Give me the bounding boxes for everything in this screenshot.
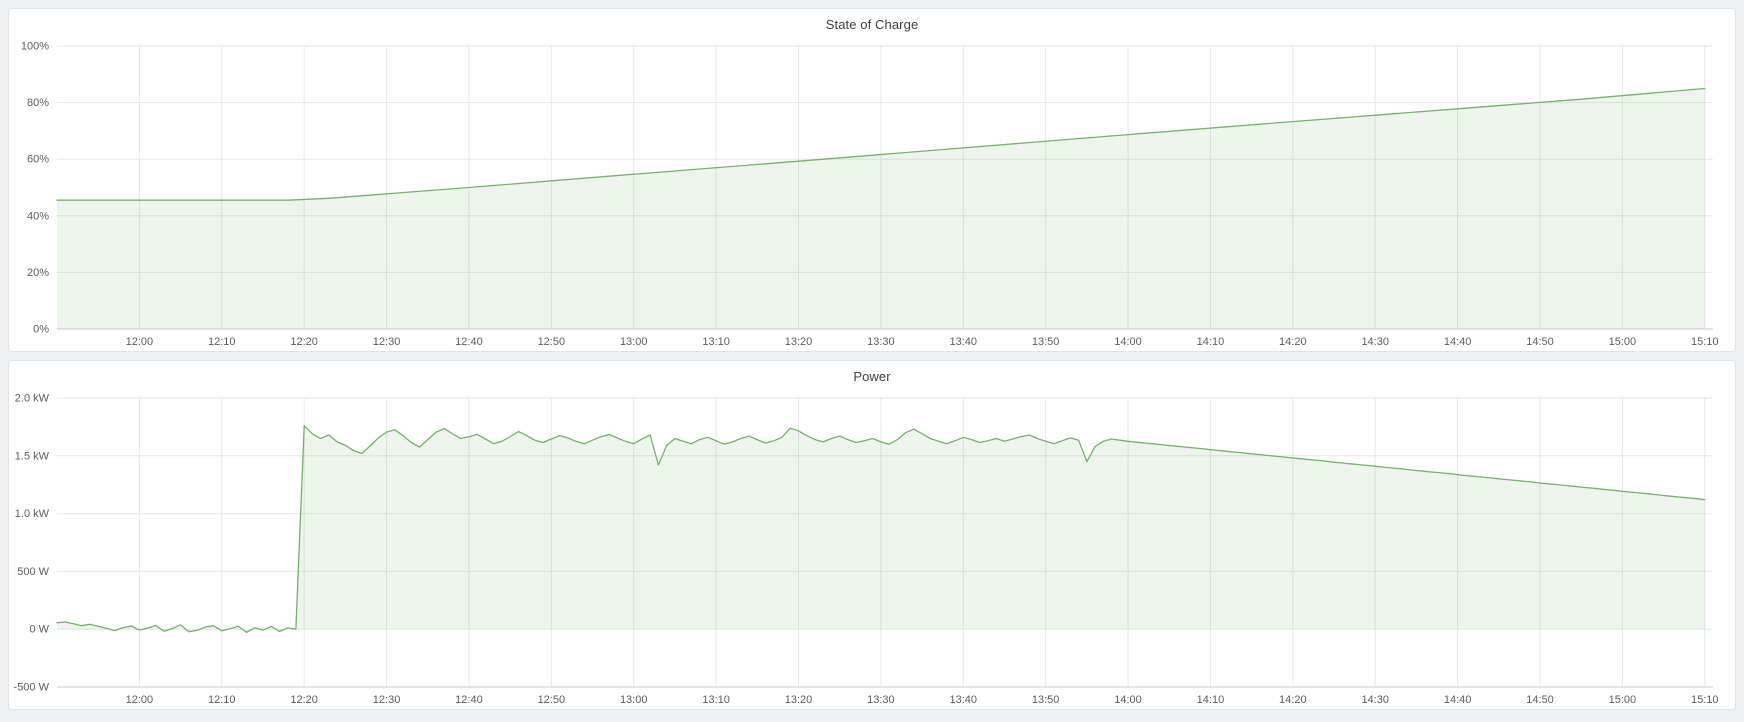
x-axis-tick-label: 14:20 (1279, 694, 1307, 706)
x-axis-tick-label: 14:30 (1361, 336, 1389, 348)
x-axis-tick-label: 15:00 (1609, 694, 1637, 706)
x-axis-tick-label: 14:40 (1444, 694, 1472, 706)
y-axis-tick-label: 500 W (17, 566, 49, 578)
series-line (56, 87, 1706, 201)
y-axis-tick-label: 80% (27, 97, 49, 109)
x-axis-tick-label: 14:00 (1114, 336, 1142, 348)
x-axis-tick-label: 15:10 (1691, 336, 1719, 348)
x-axis-tick-label: 12:10 (208, 336, 236, 348)
x-axis-tick-label: 14:00 (1114, 694, 1142, 706)
x-axis-tick-label: 13:20 (785, 694, 813, 706)
y-axis-tick-label: -500 W (14, 682, 50, 694)
x-axis-tick-label: 12:30 (373, 694, 401, 706)
panel-power: Power -500 W 0 W 500 W 1.0 kW 1.5 kW 2.0 kW 12… (8, 360, 1736, 710)
x-axis-tick-label: 14:50 (1526, 694, 1554, 706)
x-axis-tick-label: 14:20 (1279, 336, 1307, 348)
x-axis-tick-label: 13:20 (785, 336, 813, 348)
panel-title-power[interactable]: Power (853, 368, 891, 384)
power-chart[interactable]: -500 W 0 W 500 W 1.0 kW 1.5 kW 2.0 kW 12:00 12:… (9, 391, 1735, 709)
y-axis-tick-label: 40% (27, 210, 49, 222)
y-axis-tick-label: 2.0 kW (15, 393, 50, 405)
x-axis-tick-label: 12:10 (208, 694, 236, 706)
x-axis-tick-label: 14:50 (1526, 336, 1554, 348)
y-axis-tick-label: 1.5 kW (15, 450, 50, 462)
x-axis-tick-label: 13:40 (950, 694, 978, 706)
y-axis-tick-label: 1.0 kW (15, 508, 50, 520)
x-axis-tick-label: 13:00 (620, 694, 648, 706)
x-axis-tick-label: 14:10 (1197, 336, 1225, 348)
x-axis-tick-label: 12:20 (290, 336, 318, 348)
x-axis-tick-label: 13:10 (702, 336, 730, 348)
panel-state-of-charge: State of Charge 0% 20% 40% 60% 80% 100% 12:00 1… (8, 8, 1736, 352)
y-axis-tick-label: 0 W (29, 624, 49, 636)
y-axis-tick-label: 60% (27, 154, 49, 166)
series-area-fill (57, 88, 1705, 329)
panel-header-state-of-charge[interactable]: State of Charge (9, 9, 1735, 39)
y-axis-tick-label: 0% (33, 324, 49, 336)
x-axis-tick-label: 12:40 (455, 694, 483, 706)
x-axis-tick-label: 12:20 (290, 694, 318, 706)
panel-header-power[interactable]: Power (9, 361, 1735, 391)
panel-title-state-of-charge[interactable]: State of Charge (825, 16, 919, 32)
x-axis-tick-label: 13:10 (702, 694, 730, 706)
series-line (56, 425, 1706, 634)
x-axis-tick-label: 13:30 (867, 694, 895, 706)
x-axis-tick-label: 14:40 (1444, 336, 1472, 348)
x-axis-tick-label: 13:50 (1032, 694, 1060, 706)
x-axis-tick-label: 15:10 (1691, 694, 1719, 706)
x-axis-tick-label: 13:00 (620, 336, 648, 348)
x-axis-tick-label: 12:00 (126, 336, 154, 348)
y-axis-tick-label: 20% (27, 267, 49, 279)
state-of-charge-chart[interactable]: 0% 20% 40% 60% 80% 100% 12:00 12:10 12:20 12:30 12… (9, 39, 1735, 351)
x-axis-tick-label: 14:10 (1197, 694, 1225, 706)
x-axis-tick-label: 12:40 (455, 336, 483, 348)
x-axis-tick-label: 12:50 (538, 336, 566, 348)
x-axis-tick-label: 14:30 (1361, 694, 1389, 706)
x-axis-tick-label: 15:00 (1609, 336, 1637, 348)
y-axis-tick-label: 100% (21, 41, 49, 53)
x-axis-tick-label: 13:30 (867, 336, 895, 348)
x-axis-tick-label: 12:30 (373, 336, 401, 348)
x-axis-tick-label: 12:50 (538, 694, 566, 706)
x-axis-tick-label: 12:00 (126, 694, 154, 706)
x-axis-tick-label: 13:50 (1032, 336, 1060, 348)
x-axis-tick-label: 13:40 (950, 336, 978, 348)
series-area-fill (57, 425, 1705, 633)
